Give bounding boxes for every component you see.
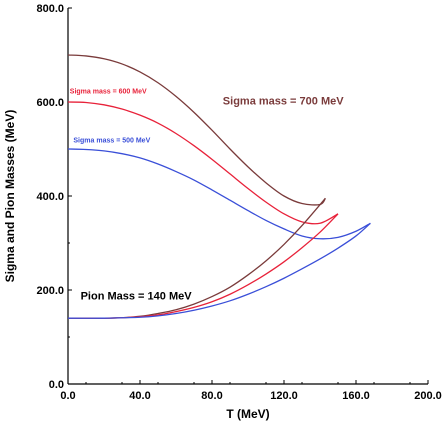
- y-axis-title: Sigma and Pion Masses (MeV): [3, 110, 17, 283]
- series-line-5: [67, 222, 371, 319]
- series-line-1: [67, 101, 339, 225]
- x-tick-label: 40.0: [129, 390, 150, 402]
- x-tick-label: 80.0: [201, 390, 222, 402]
- annotation-label: Sigma mass = 700 MeV: [223, 95, 344, 107]
- y-tick-label: 800.0: [36, 3, 64, 15]
- annotation-label: Pion Mass = 140 MeV: [81, 290, 193, 302]
- x-tick-label: 160.0: [342, 390, 370, 402]
- y-tick-label: 400.0: [36, 191, 64, 203]
- y-tick-label: 200.0: [36, 285, 64, 297]
- annotation-label: Sigma mass = 600 MeV: [70, 89, 147, 96]
- x-tick-label: 120.0: [270, 390, 298, 402]
- series-line-4: [67, 213, 339, 319]
- y-tick-label: 600.0: [36, 97, 64, 109]
- x-axis-title: T (MeV): [226, 407, 269, 421]
- annotations: Sigma mass = 700 MeV Sigma mass = 600 MeV…: [70, 89, 344, 303]
- plot-lines: [67, 54, 371, 319]
- x-axis-ticks: 0.0 40.0 80.0 120.0 160.0 200.0: [60, 380, 442, 402]
- y-axis-ticks: 0.0 200.0 400.0 600.0 800.0: [36, 3, 72, 391]
- series-line-0: [67, 54, 326, 206]
- y-tick-label: 0.0: [49, 379, 64, 391]
- series-line-2: [67, 148, 371, 240]
- annotation-label: Sigma mass = 500 MeV: [73, 137, 150, 144]
- x-tick-label: 0.0: [60, 390, 75, 402]
- x-tick-label: 200.0: [414, 390, 442, 402]
